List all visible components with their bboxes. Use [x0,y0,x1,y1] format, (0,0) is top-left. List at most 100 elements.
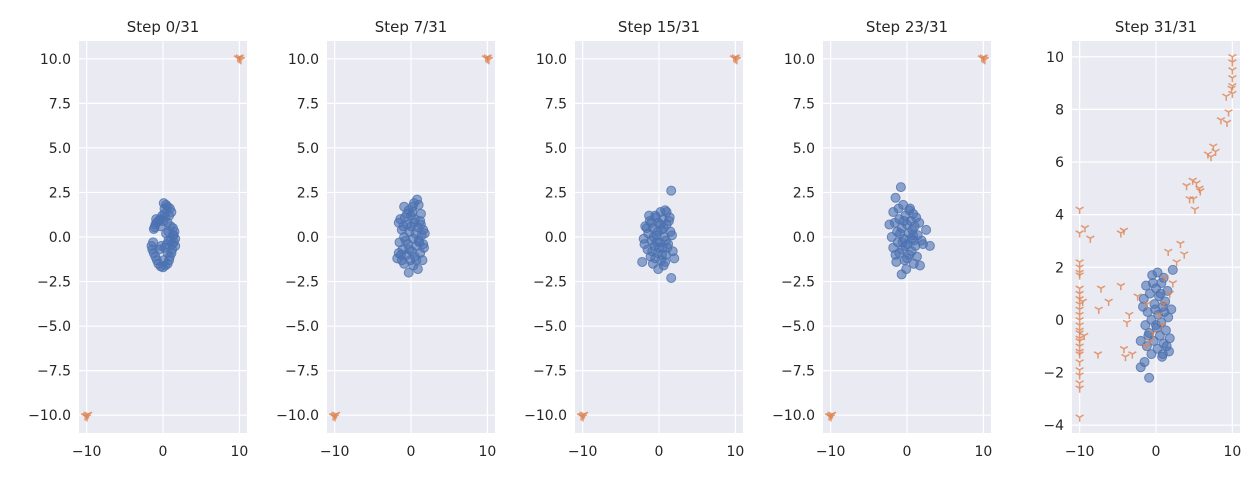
data-point [890,192,901,203]
y-tick-label: 10.0 [536,52,567,68]
data-point-tri [1176,240,1185,249]
panel-title: Step 0/31 [127,18,200,36]
x-tick-label: 10 [1223,444,1241,460]
x-tick-label: −10 [568,444,598,460]
data-point-tri [1172,259,1181,267]
data-point [1151,320,1161,331]
y-tick-label: 7.5 [49,96,71,112]
data-point-tri [1080,224,1090,233]
data-point [666,272,677,283]
data-point-tri [1075,306,1084,314]
data-point-tri [235,54,245,62]
data-point-tri [1125,311,1134,320]
data-point [651,237,662,248]
y-tick-label: −2.5 [781,275,815,291]
data-point [400,235,411,246]
data-point-tri [1228,53,1237,62]
y-tick-label: 5.0 [49,141,71,157]
panel-title: Step 15/31 [618,18,700,36]
y-tick-label: −2.5 [285,275,319,291]
data-point [402,208,413,219]
points-layer [80,54,246,422]
data-point-tri [1228,90,1237,99]
data-point-tri [1075,264,1084,272]
x-tick-label: 0 [655,444,664,460]
x-tick-label: 0 [903,444,912,460]
panel-1: −10 0 10 10.0 7.5 5.0 2.5 0.0 −2.5 −5.0 −7.5 −10.0 S… [276,18,496,460]
y-tick-label: 2.5 [545,185,567,201]
data-point [921,224,932,235]
data-point-tri [1190,206,1200,214]
y-tick-label: 5.0 [793,141,815,157]
data-point-tri [1148,330,1158,338]
data-point [924,240,935,251]
data-point [661,207,672,218]
y-tick-label: 0.0 [49,230,71,246]
y-tick-label: 0 [1055,313,1064,329]
data-point-tri [1075,338,1084,346]
data-point [1140,320,1151,331]
data-point-tri [1179,251,1189,259]
x-tick-label: 0 [159,444,168,460]
data-point-tri [1116,282,1126,291]
points-layer [824,54,990,422]
y-tick-label: −10.0 [524,408,567,424]
panel-3: −10 0 10 10.0 7.5 5.0 2.5 0.0 −2.5 −5.0 −7.5 −10.0 S… [772,18,992,460]
data-point-tri [1141,343,1151,351]
y-tick-label: −7.5 [781,364,815,380]
data-point [1146,349,1157,360]
y-tick-label: 10.0 [288,52,319,68]
y-tick-label: −5.0 [533,319,567,335]
data-point-tri [1075,259,1084,267]
y-tick-label: 2.5 [297,185,319,201]
data-point-tri [1168,280,1178,288]
y-tick-label: 5.0 [297,141,319,157]
data-point-tri [330,414,340,422]
data-point-tri [1227,85,1236,93]
x-tick-label: 0 [1152,444,1161,460]
data-point [637,256,648,267]
data-point-tri [1165,290,1175,299]
data-point-tri [1075,230,1084,238]
data-point [419,228,430,239]
data-point-tri [1185,195,1194,204]
data-point-tri [1075,372,1084,380]
data-point-tri [1154,311,1164,320]
panel-title: Step 23/31 [866,18,948,36]
data-point [669,253,680,264]
data-point-tri [1157,322,1167,330]
y-tick-label: 2 [1055,260,1064,276]
points-layer [328,54,494,422]
y-tick-label: 0.0 [793,230,815,246]
y-tick-label: −10.0 [772,408,815,424]
data-point [893,203,904,214]
data-point-tri [1096,285,1106,293]
data-point-tri [1075,343,1084,351]
y-tick-label: 10.0 [784,52,815,68]
points-layer [576,54,742,422]
data-point-tri [1075,316,1084,325]
data-point [897,237,908,248]
data-point [151,214,162,225]
data-point [396,255,407,266]
x-tick-label: 10 [478,444,496,460]
y-tick-label: 0.0 [545,230,567,246]
y-tick-label: 6 [1055,155,1064,171]
data-point-tri [1075,414,1084,422]
y-tick-label: 7.5 [545,96,567,112]
data-point-tri [1093,351,1103,359]
data-point-tri [1122,319,1132,328]
data-point [646,217,657,228]
data-point [653,264,664,275]
data-point [666,185,677,196]
data-point [158,255,169,266]
panel-0: −10 0 10 10.0 7.5 5.0 2.5 0.0 −2.5 −5.0 −7.5 −10.0 S… [28,18,248,460]
y-tick-label: 0.0 [297,230,319,246]
data-point [905,203,916,214]
data-point [916,235,927,246]
data-point-tri [578,414,588,422]
data-point [639,239,650,250]
y-tick-label: 8 [1055,102,1064,118]
data-point-tri [1133,293,1142,301]
data-point [418,239,429,250]
